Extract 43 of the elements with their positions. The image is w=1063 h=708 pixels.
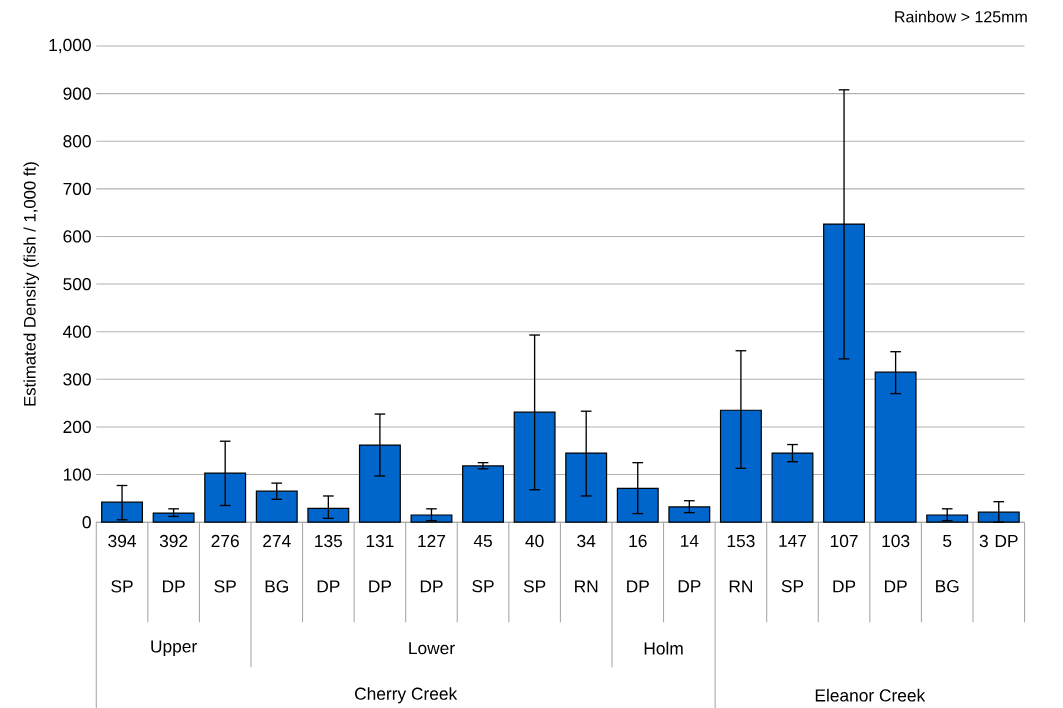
bar [307,507,350,523]
category-label: 131 DP [366,534,394,593]
y-tick-label: 400 [63,325,91,338]
category-label: 5 BG [936,534,959,593]
y-axis-title: Estimated Density (fish / 1,000 ft) [23,162,39,406]
text: Rainbow > 125mm [895,10,1027,23]
category-label: 392 DP [159,534,188,593]
y-tick-label: 800 [63,134,91,148]
category-label: 135 DP [315,534,343,593]
category-label: 45 SP [472,534,494,593]
y-tick-label: 200 [63,420,91,433]
category-label: 16 DP [627,534,649,593]
category-label: 394 SP [108,534,136,593]
bar [255,490,298,523]
category-label: 276 SP [211,534,239,593]
y-tick-label: 100 [63,468,91,481]
text: Eleanor Creek [815,688,926,702]
x-tick-label: 3 DP [979,534,1018,548]
text: Upper [151,640,197,656]
category-label: 127 DP [418,534,446,593]
category-label: 153 RN [727,534,755,593]
category-label: 274 BG [263,534,291,593]
bar [101,501,144,523]
bar [152,512,195,523]
text: Holm [644,641,683,655]
y-tick-label: 700 [63,182,91,195]
y-tick-label: 0 [82,515,91,529]
y-tick-label: 900 [63,87,91,100]
category-label: 40 SP [523,534,546,593]
bar [874,371,917,523]
text: Lower [409,642,455,655]
y-tick-label: 600 [63,230,91,243]
category-label: 107 DP [830,534,858,593]
category-label: 103 DP [882,534,910,593]
text: Cherry Creek [355,687,458,704]
category-label: 147 SP [779,534,807,593]
y-tick-label: 1,000 [49,38,91,54]
category-label: 34 RN [575,534,598,593]
y-tick-label: 500 [63,277,91,291]
y-tick-label: 300 [63,373,91,386]
category-label: 14 DP [678,534,701,593]
bar [977,511,1020,523]
bar [462,465,505,523]
